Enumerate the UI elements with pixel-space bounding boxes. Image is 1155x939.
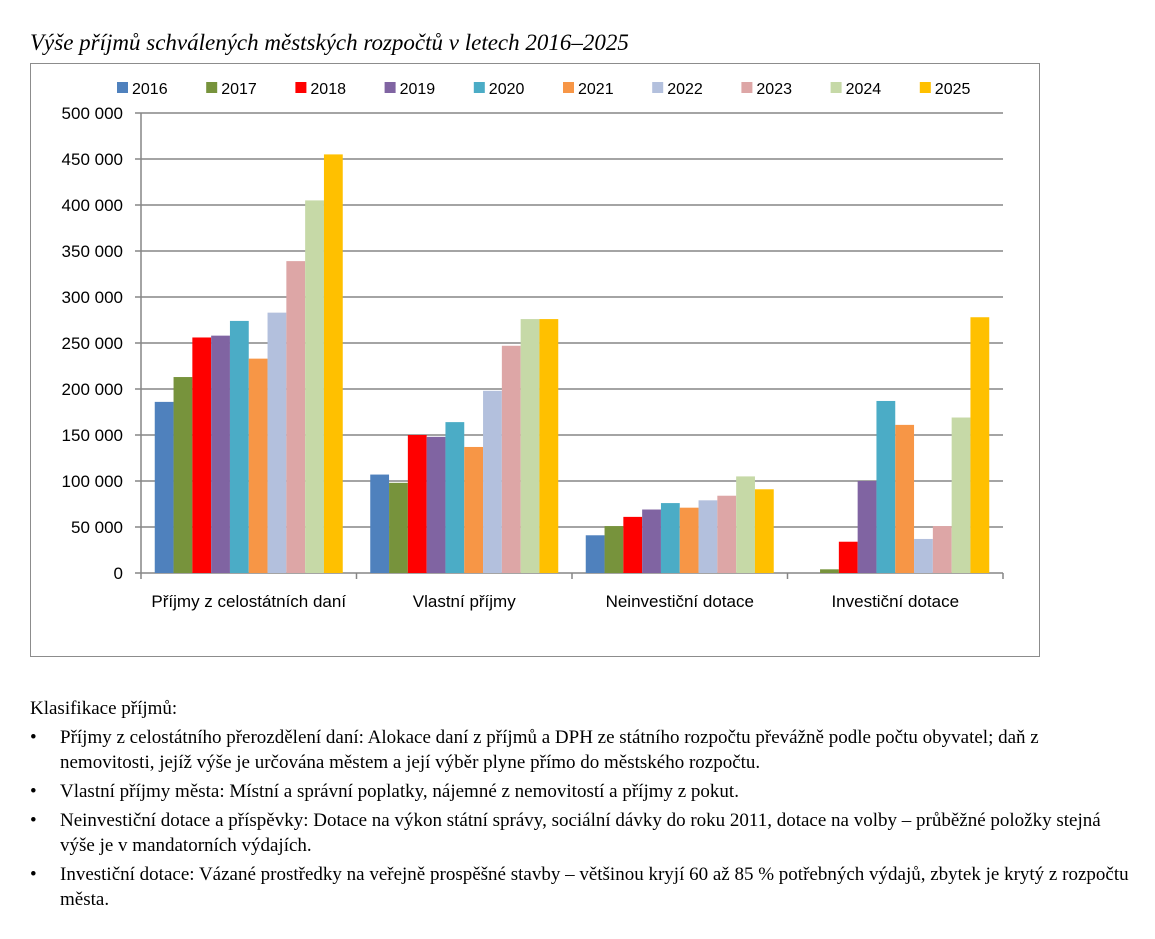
bar	[539, 319, 559, 573]
bar	[370, 474, 390, 573]
bar	[483, 390, 502, 573]
note-item-investment-grants: • Investiční dotace: Vázané prostředky na…	[30, 862, 1130, 912]
chart-title: Výše příjmů schválených městských rozpoč…	[30, 30, 629, 55]
note-item-tax-income: • Příjmy z celostátního přerozdělení daní…	[30, 725, 1130, 775]
bar	[736, 476, 755, 573]
bar	[286, 261, 306, 573]
legend-label: 2023	[756, 81, 792, 98]
bar-chart: 0 50 000 100 000 150 000 200 000 250 000 300 0…	[62, 81, 1004, 611]
note-text: Příjmy z celostátního přerozdělení daní:…	[60, 727, 1039, 773]
bar	[951, 417, 971, 573]
y-tick-label: 450 000	[62, 150, 123, 169]
bar	[323, 154, 343, 573]
bar	[389, 482, 408, 573]
y-tick-label: 150 000	[62, 426, 123, 445]
legend-label: 2016	[132, 81, 168, 98]
bar	[407, 435, 427, 573]
bar	[623, 516, 643, 573]
y-tick-label: 100 000	[62, 472, 123, 491]
y-tick-label: 350 000	[62, 242, 123, 261]
y-tick-label: 250 000	[62, 334, 123, 353]
legend-swatch	[830, 82, 842, 93]
y-tick-label: 400 000	[62, 196, 123, 215]
note-item-noninvestment-grants: • Neinvestiční dotace a příspěvky: Dotace…	[30, 808, 1130, 858]
bar	[857, 481, 877, 573]
bar	[970, 317, 990, 573]
bar	[305, 200, 324, 573]
bar	[464, 446, 484, 573]
bar	[698, 500, 718, 573]
chart-area: 0 50 000 100 000 150 000 200 000 250 000 300 0…	[30, 63, 1040, 657]
bar	[520, 319, 540, 573]
legend-label: 2017	[221, 81, 257, 98]
legend-swatch	[206, 82, 218, 93]
bar	[754, 489, 774, 573]
legend-label: 2018	[310, 81, 346, 98]
bar	[445, 422, 465, 573]
legend-swatch	[295, 82, 307, 93]
legend-swatch	[473, 82, 485, 93]
legend-label: 2025	[935, 81, 971, 98]
note-text: Investiční dotace: Vázané prostředky na …	[60, 864, 1129, 910]
legend-swatch	[919, 82, 931, 93]
notes-heading: Klasifikace příjmů:	[30, 698, 178, 719]
x-category-label: Příjmy z celostátních daní	[151, 592, 346, 611]
legend-swatch	[563, 82, 574, 93]
bar	[426, 436, 446, 573]
bar	[679, 507, 699, 573]
legend-label: 2022	[667, 81, 703, 98]
x-category-label: Investiční dotace	[831, 592, 959, 611]
bar	[717, 495, 737, 573]
bar	[914, 538, 933, 573]
notes-list: • Příjmy z celostátního přerozdělení daní…	[30, 725, 1130, 912]
bar	[192, 337, 212, 573]
bar	[932, 526, 952, 573]
x-category-label: Neinvestiční dotace	[606, 592, 754, 611]
bar	[642, 509, 661, 573]
bar	[895, 424, 915, 573]
legend-label: 2020	[489, 81, 525, 98]
bar	[820, 569, 839, 573]
bar	[585, 535, 605, 573]
bar	[501, 345, 521, 573]
note-text: Vlastní příjmy města: Místní a správní p…	[60, 781, 739, 802]
bar	[248, 358, 268, 573]
bullet-icon: •	[30, 810, 37, 831]
y-tick-label: 300 000	[62, 288, 123, 307]
bullet-icon: •	[30, 781, 37, 802]
legend-swatch	[652, 82, 664, 93]
legend-label: 2019	[400, 81, 436, 98]
bar	[267, 312, 287, 573]
bullet-icon: •	[30, 864, 37, 885]
bullet-icon: •	[30, 727, 37, 748]
legend-swatch	[741, 82, 753, 93]
y-tick-label: 50 000	[71, 518, 123, 537]
bar	[838, 541, 858, 573]
income-classification-notes: Klasifikace příjmů: • Příjmy z celostátní…	[30, 696, 1130, 916]
bar	[229, 320, 249, 573]
legend-swatch	[384, 82, 396, 93]
bar	[173, 377, 193, 573]
y-tick-label: 0	[114, 564, 123, 583]
bar	[211, 335, 230, 573]
bar	[876, 400, 896, 573]
legend-label: 2024	[846, 81, 882, 98]
bar	[660, 503, 680, 573]
y-tick-label: 500 000	[62, 104, 123, 123]
y-tick-label: 200 000	[62, 380, 123, 399]
legend-swatch	[117, 82, 128, 93]
legend-label: 2021	[578, 81, 614, 98]
note-item-own-income: • Vlastní příjmy města: Místní a správní …	[30, 779, 1130, 804]
note-text: Neinvestiční dotace a příspěvky: Dotace …	[60, 810, 1101, 856]
x-category-label: Vlastní příjmy	[413, 592, 516, 611]
bar	[604, 526, 624, 573]
bar	[154, 401, 174, 573]
